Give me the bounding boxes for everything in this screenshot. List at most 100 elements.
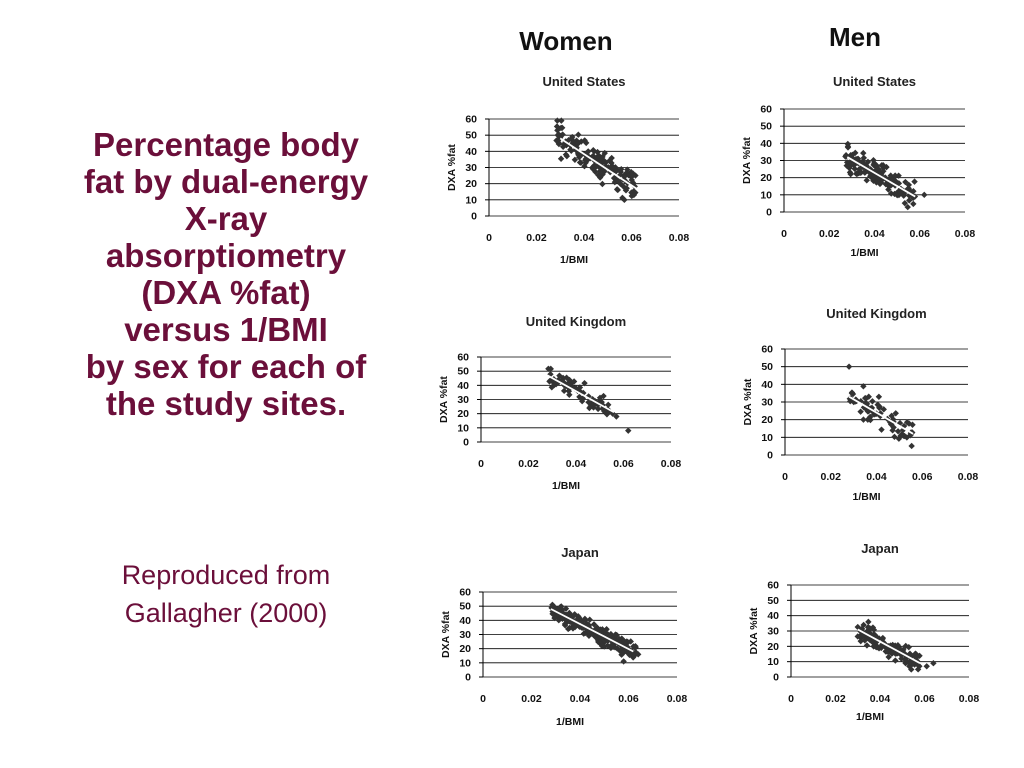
data-point [546, 378, 553, 385]
data-point [913, 653, 921, 661]
x-tick-label: 0.08 [669, 232, 690, 244]
y-tick-label: 50 [457, 366, 469, 378]
data-point [627, 638, 634, 645]
data-point [863, 177, 870, 184]
data-point [571, 156, 579, 163]
data-point [630, 643, 637, 650]
data-point [894, 641, 902, 649]
data-point [874, 401, 881, 408]
x-tick-label: 0.04 [870, 693, 891, 705]
data-point [879, 635, 886, 642]
data-point [892, 657, 899, 664]
y-tick-label: 30 [761, 397, 773, 409]
y-tick-label: 20 [465, 178, 477, 190]
title-line: Percentage body [93, 126, 359, 163]
data-point [625, 427, 632, 434]
data-point [576, 393, 583, 401]
data-point [559, 131, 566, 138]
y-tick-label: 20 [760, 172, 772, 184]
title-line: versus 1/BMI [124, 311, 328, 348]
y-tick-label: 10 [465, 194, 477, 206]
data-point [549, 601, 556, 608]
x-tick-label: 0.04 [866, 471, 887, 483]
y-axis-label: DXA %fat [438, 376, 450, 423]
data-point [590, 631, 597, 638]
data-point [860, 161, 868, 168]
data-point [888, 190, 895, 197]
data-point [844, 144, 852, 151]
data-point [910, 200, 917, 208]
data-point [599, 171, 606, 178]
y-tick-label: 0 [471, 211, 477, 223]
citation: Reproduced from Gallagher (2000) [60, 556, 392, 632]
data-point [559, 143, 567, 150]
chart-title: Japan [861, 541, 899, 556]
data-point [862, 395, 870, 402]
trend-line [559, 137, 637, 190]
data-point [566, 391, 573, 398]
data-point [857, 398, 865, 405]
data-point [612, 168, 620, 175]
x-axis-label: 1/BMI [850, 247, 878, 259]
data-point [578, 138, 585, 145]
data-point [635, 651, 642, 658]
data-point [597, 155, 605, 163]
x-tick-label: 0.02 [821, 471, 842, 483]
data-point [591, 401, 598, 408]
data-point [873, 179, 880, 186]
y-tick-label: 40 [767, 610, 779, 622]
citation-line: Reproduced from [121, 560, 331, 590]
x-tick-label: 0.04 [570, 693, 591, 705]
data-point [547, 365, 554, 373]
y-tick-label: 10 [457, 422, 469, 434]
y-tick-label: 40 [459, 615, 471, 627]
data-point [905, 659, 913, 667]
x-axis-label: 1/BMI [560, 254, 588, 266]
column-header-men: Men [829, 22, 881, 52]
y-tick-label: 60 [457, 352, 469, 364]
y-tick-label: 60 [459, 587, 471, 599]
data-point [875, 393, 883, 400]
y-tick-label: 40 [761, 379, 773, 391]
data-point [845, 363, 853, 370]
data-point [894, 428, 902, 435]
data-point [574, 140, 582, 147]
data-point [596, 394, 604, 401]
data-point [575, 616, 582, 623]
y-tick-label: 30 [767, 626, 779, 638]
data-point [595, 163, 602, 170]
data-point [866, 625, 873, 632]
y-tick-label: 30 [457, 394, 469, 406]
x-axis-label: 1/BMI [552, 480, 580, 492]
data-point [581, 162, 588, 170]
data-point [560, 140, 568, 148]
data-point [930, 660, 937, 667]
data-point [632, 649, 639, 656]
y-tick-label: 60 [465, 114, 477, 126]
data-point [630, 191, 638, 199]
x-tick-label: 0.08 [958, 471, 979, 483]
data-point [923, 663, 930, 670]
data-point [867, 166, 874, 173]
data-point [594, 405, 602, 413]
y-tick-label: 60 [760, 104, 772, 116]
x-tick-label: 0.04 [864, 228, 885, 240]
data-point [573, 144, 580, 151]
trend-line [846, 156, 916, 198]
data-point [857, 408, 864, 415]
data-point [885, 186, 892, 193]
x-tick-label: 0.04 [566, 458, 587, 470]
data-point [847, 161, 854, 168]
y-tick-label: 10 [761, 432, 773, 444]
data-point [629, 179, 637, 186]
data-point [909, 193, 917, 200]
data-point [569, 139, 577, 146]
data-point [891, 190, 898, 198]
data-point [602, 627, 609, 634]
data-point [593, 153, 601, 161]
data-point [575, 151, 582, 158]
data-point [559, 609, 567, 617]
data-point [902, 642, 909, 650]
data-point [558, 603, 565, 610]
data-point [598, 165, 605, 173]
